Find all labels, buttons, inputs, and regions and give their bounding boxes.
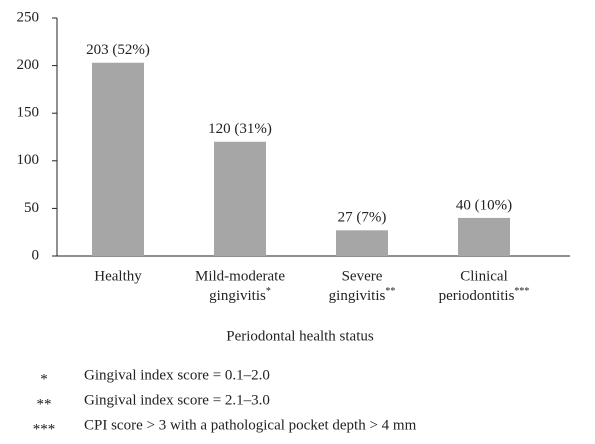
bar [92, 62, 144, 256]
y-tick-label: 150 [17, 105, 40, 121]
value-label: 203 (52%) [86, 42, 150, 58]
x-tick-label: gingivitis** [329, 286, 396, 304]
x-tick-label: Mild-moderate [195, 268, 285, 284]
value-label: 27 (7%) [338, 210, 387, 226]
footnote-mark: *** [33, 421, 56, 437]
y-tick-label: 100 [17, 152, 40, 168]
value-label: 40 (10%) [456, 197, 512, 213]
x-tick-label: Healthy [94, 268, 142, 284]
footnote-ref: * [266, 286, 271, 297]
footnote-text: Gingival index score = 2.1–3.0 [84, 392, 270, 408]
value-label: 120 (31%) [208, 121, 272, 137]
x-tick-label-text: gingivitis [329, 288, 386, 304]
x-tick-label: gingivitis* [209, 286, 271, 304]
y-tick-label: 250 [17, 9, 40, 25]
footnote-text: CPI score > 3 with a pathological pocket… [84, 417, 417, 433]
footnote-text: Gingival index score = 0.1–2.0 [84, 367, 270, 383]
y-tick-label: 0 [32, 247, 40, 263]
bar [336, 230, 388, 256]
y-tick-label: 200 [17, 57, 40, 73]
footnote-mark: ** [37, 396, 52, 412]
x-axis-label: Periodontal health status [226, 328, 374, 344]
x-tick-label-text: gingivitis [209, 288, 266, 304]
bar [214, 141, 266, 256]
footnote-ref: ** [385, 286, 395, 297]
y-tick-label: 50 [24, 200, 39, 216]
x-tick-label-text: periodontitis [439, 288, 515, 304]
bar [458, 217, 510, 256]
x-tick-label: Clinical [460, 268, 508, 284]
footnote-mark: * [40, 371, 48, 387]
x-tick-label: periodontitis*** [439, 286, 530, 304]
footnote-ref: *** [514, 286, 529, 297]
x-tick-label: Severe [342, 268, 383, 284]
